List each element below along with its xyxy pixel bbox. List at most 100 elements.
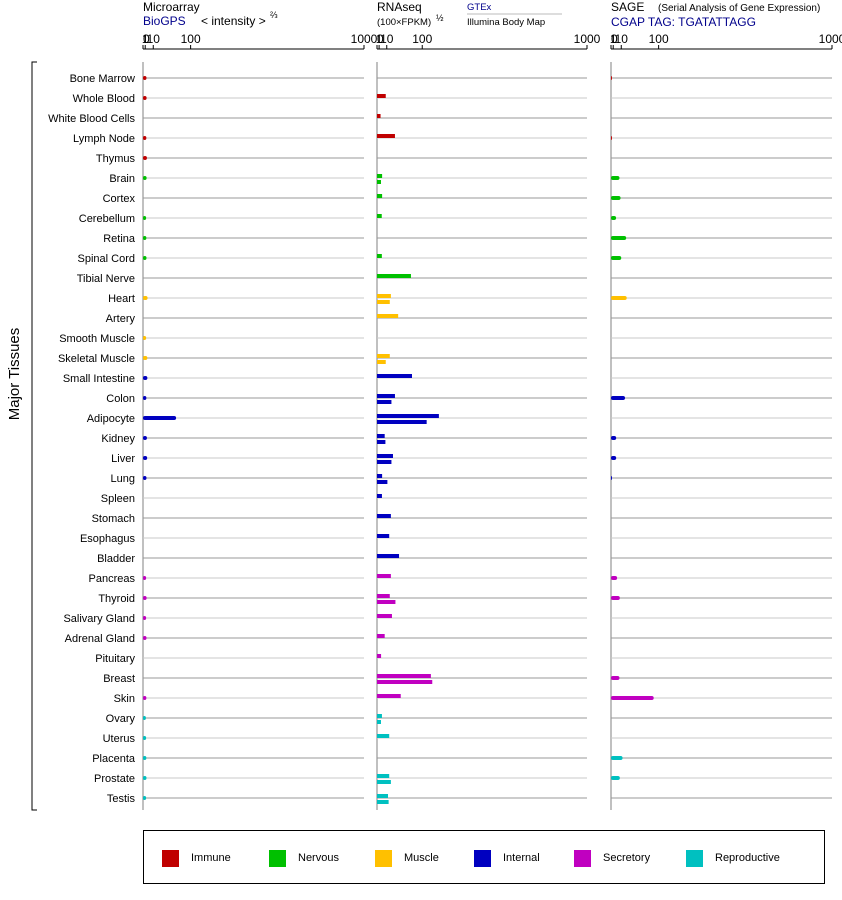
x-tick-label-1: 1 bbox=[142, 32, 149, 46]
category-label-skeletal-muscle: Skeletal Muscle bbox=[58, 353, 135, 365]
category-label-kidney: Kidney bbox=[101, 433, 135, 445]
category-label-cortex: Cortex bbox=[103, 193, 136, 205]
legend-item-muscle: Muscle bbox=[375, 849, 439, 867]
bar-thyroid-gtex bbox=[377, 594, 390, 598]
biogps-link: BioGPS bbox=[143, 14, 186, 28]
bar-kidney-gtex bbox=[377, 434, 385, 438]
category-label-spinal-cord: Spinal Cord bbox=[78, 253, 135, 265]
category-label-adipocyte: Adipocyte bbox=[87, 413, 135, 425]
bar-cerebellum-gtex bbox=[377, 214, 382, 218]
bar-spinal-cord-gtex bbox=[377, 254, 382, 258]
bar-cortex-gtex bbox=[377, 194, 383, 198]
bar-skeletal-muscle bbox=[143, 356, 148, 360]
legend-item-internal: Internal bbox=[474, 849, 540, 867]
subtitle-text: (100×FPKM) bbox=[377, 17, 431, 28]
legend-item-nervous: Nervous bbox=[269, 849, 339, 867]
subtitle-paren: (Serial Analysis of Gene Expression) bbox=[658, 3, 820, 14]
bar-heart-gtex bbox=[377, 294, 391, 298]
bar-adipocyte-gtex bbox=[377, 414, 439, 418]
bar-uterus-gtex bbox=[377, 734, 390, 738]
bar-testis-illumina bbox=[377, 800, 389, 804]
bar-retina bbox=[143, 236, 147, 240]
major-tissues-bracket bbox=[31, 61, 37, 811]
cgap-tag-link: CGAP TAG: TGATATTAGG bbox=[611, 15, 756, 29]
bar-lymph-node bbox=[611, 136, 612, 140]
category-label-pituitary: Pituitary bbox=[95, 653, 135, 665]
bar-retina bbox=[611, 236, 627, 240]
bar-testis bbox=[143, 796, 147, 800]
category-label-stomach: Stomach bbox=[92, 513, 135, 525]
bar-breast bbox=[611, 676, 620, 680]
category-label-breast: Breast bbox=[103, 673, 135, 685]
category-label-whole-blood: Whole Blood bbox=[73, 93, 135, 105]
bar-skeletal-muscle-illumina bbox=[377, 360, 386, 364]
bar-prostate-gtex bbox=[377, 774, 390, 778]
bar-colon bbox=[143, 396, 147, 400]
bar-breast-illumina bbox=[377, 680, 433, 684]
category-label-bladder: Bladder bbox=[97, 553, 135, 565]
bar-pancreas bbox=[143, 576, 147, 580]
bar-adrenal-gland-illumina bbox=[377, 634, 385, 638]
bar-whole-blood-gtex bbox=[377, 94, 386, 98]
bar-liver-illumina bbox=[377, 460, 392, 464]
bar-tibial-nerve-gtex bbox=[377, 274, 411, 278]
bar-ovary-gtex bbox=[377, 714, 382, 718]
panel-title: Microarray bbox=[143, 0, 200, 14]
legend-label-internal: Internal bbox=[503, 852, 540, 864]
x-tick-label-0: 0 bbox=[143, 32, 150, 46]
bar-ovary bbox=[143, 716, 146, 720]
legend-swatch-internal bbox=[474, 849, 491, 867]
category-label-liver: Liver bbox=[111, 453, 135, 465]
bar-bladder-gtex bbox=[377, 554, 400, 558]
panel-sage: SAGE (Serial Analysis of Gene Expression)… bbox=[610, 0, 842, 810]
bar-spleen-gtex bbox=[377, 494, 382, 498]
legend-swatch-immune bbox=[162, 849, 179, 867]
bar-thyroid bbox=[611, 596, 620, 600]
x-tick-label-100: 100 bbox=[181, 32, 201, 46]
bar-heart bbox=[143, 296, 148, 300]
bar-adipocyte-illumina bbox=[377, 420, 427, 424]
bar-adipocyte-high bbox=[143, 416, 177, 420]
bar-skin bbox=[143, 696, 147, 700]
bar-placenta bbox=[143, 756, 147, 760]
legend-swatch-secretory bbox=[574, 849, 591, 867]
x-tick-label-100: 100 bbox=[649, 32, 669, 46]
category-label-esophagus: Esophagus bbox=[80, 533, 136, 545]
bar-brain bbox=[143, 176, 147, 180]
category-label-small-intestine: Small Intestine bbox=[63, 373, 135, 385]
bar-prostate bbox=[143, 776, 147, 780]
category-label-artery: Artery bbox=[106, 313, 136, 325]
category-label-adrenal-gland: Adrenal Gland bbox=[65, 633, 135, 645]
illumina-label: Illumina Body Map bbox=[467, 17, 545, 28]
x-tick-label-1: 1 bbox=[376, 32, 383, 46]
bar-colon-gtex bbox=[377, 394, 395, 398]
bar-pancreas-gtex bbox=[377, 574, 391, 578]
gtex-link: GTEx bbox=[467, 2, 492, 13]
bar-artery-illumina bbox=[377, 314, 399, 318]
category-label-retina: Retina bbox=[103, 233, 136, 245]
category-label-spleen: Spleen bbox=[101, 493, 135, 505]
category-label-skin: Skin bbox=[114, 693, 135, 705]
bar-lung bbox=[611, 476, 612, 480]
legend-swatch-muscle bbox=[375, 849, 392, 867]
x-tick-label-100: 100 bbox=[412, 32, 432, 46]
bar-spinal-cord bbox=[611, 256, 622, 260]
x-tick-label-1: 1 bbox=[610, 32, 617, 46]
category-label-heart: Heart bbox=[108, 293, 135, 305]
bar-adrenal-gland bbox=[143, 636, 147, 640]
bar-lung-illumina bbox=[377, 480, 388, 484]
category-label-salivary-gland: Salivary Gland bbox=[63, 613, 135, 625]
panel-title: SAGE bbox=[611, 0, 644, 14]
bar-ovary-illumina bbox=[377, 720, 381, 724]
x-tick-label-10: 10 bbox=[615, 32, 629, 46]
bar-placenta bbox=[611, 756, 623, 760]
legend-label-nervous: Nervous bbox=[298, 852, 339, 864]
bar-skin bbox=[611, 696, 654, 700]
bar-salivary-gland bbox=[143, 616, 147, 620]
bar-kidney bbox=[611, 436, 617, 440]
x-tick-label-0: 0 bbox=[611, 32, 618, 46]
bar-brain-gtex bbox=[377, 174, 383, 178]
category-label-uterus: Uterus bbox=[103, 733, 136, 745]
